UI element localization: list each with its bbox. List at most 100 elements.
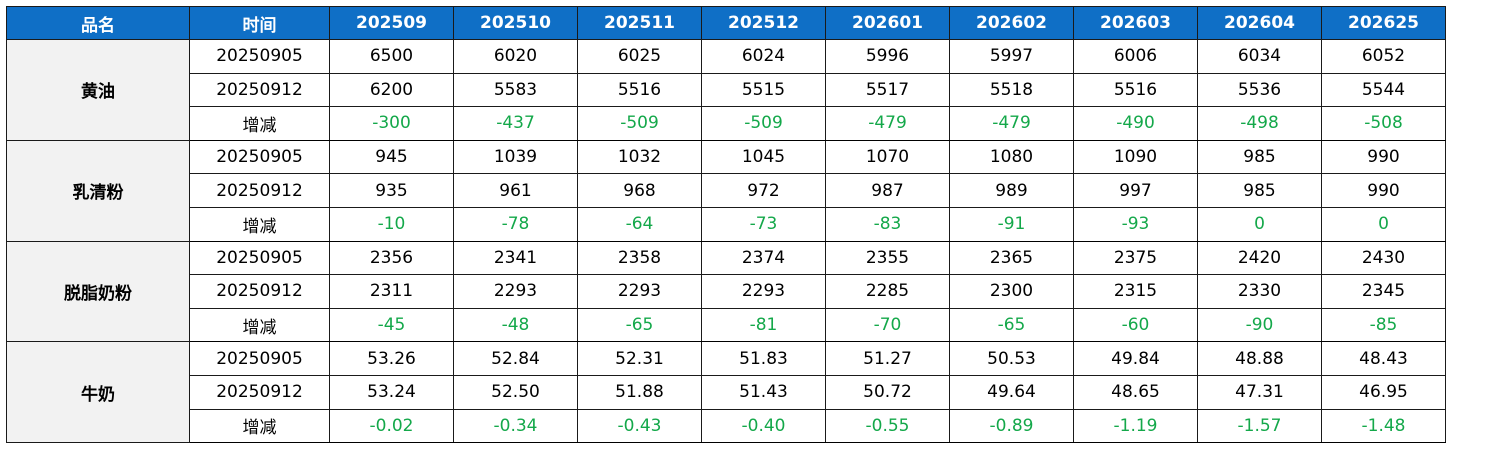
change-value-cell: -1.48 [1321,408,1446,444]
date-cell: 20250912 [189,72,330,108]
product-name: 黄油 [6,39,190,141]
table-row: 脱脂奶粉 20250905 2356 2341 2358 2374 2355 2365 2375… [6,240,1446,343]
change-value-cell: -83 [825,206,950,242]
change-value-cell: -1.19 [1073,408,1198,444]
price-cell: 1080 [949,139,1074,175]
price-cell: 945 [329,139,454,175]
header-row: 品名 时间 202509 202510 202511 202512 202601 202602… [6,6,1446,40]
price-cell: 5544 [1321,72,1446,108]
product-name: 脱脂奶粉 [6,240,190,343]
product-name: 牛奶 [6,341,190,444]
table-row: 20250912 2311 2293 2293 2293 2285 2300 2315 2330… [7,274,1446,309]
price-cell: 1032 [577,139,702,175]
price-cell: 935 [329,173,454,208]
price-cell: 48.65 [1073,374,1198,410]
change-value-cell: -65 [577,307,702,343]
price-cell: 52.84 [453,341,578,376]
date-cell: 20250905 [189,139,330,175]
price-cell: 2358 [577,240,702,276]
price-cell: 51.43 [701,374,826,410]
table-body: 黄油 20250905 6500 6020 6025 6024 5996 5997 6006 60… [6,39,1446,444]
price-cell: 2375 [1073,240,1198,276]
change-value-cell: -0.40 [701,408,826,444]
change-value-cell: 0 [1197,206,1322,242]
table-row: 20250912 53.24 52.50 51.88 51.43 50.72 49.64 48… [7,374,1446,410]
change-value-cell: -81 [701,307,826,343]
price-cell: 52.50 [453,374,578,410]
header-contract-202601: 202601 [825,6,950,40]
date-cell: 20250912 [189,374,330,410]
table-row-change: 增减 -300 -437 -509 -509 -479 -479 -490 -498 -508 [7,106,1446,141]
header-contract-202509: 202509 [329,6,454,40]
price-cell: 47.31 [1197,374,1322,410]
price-cell: 2356 [329,240,454,276]
price-cell: 5518 [949,72,1074,108]
price-cell: 987 [825,173,950,208]
price-cell: 5996 [825,39,950,74]
change-value-cell: -0.02 [329,408,454,444]
change-value-cell: -0.34 [453,408,578,444]
header-contract-202625: 202625 [1321,6,1446,40]
header-contract-202512: 202512 [701,6,826,40]
change-value-cell: -93 [1073,206,1198,242]
price-cell: 49.84 [1073,341,1198,376]
price-cell: 50.72 [825,374,950,410]
change-label: 增减 [189,307,330,343]
price-cell: 2345 [1321,274,1446,309]
price-cell: 51.83 [701,341,826,376]
price-cell: 5516 [577,72,702,108]
price-table: 品名 时间 202509 202510 202511 202512 202601 202602… [6,6,1446,444]
change-value-cell: -85 [1321,307,1446,343]
price-cell: 48.88 [1197,341,1322,376]
change-value-cell: -90 [1197,307,1322,343]
price-cell: 2293 [577,274,702,309]
price-cell: 1070 [825,139,950,175]
header-contract-202511: 202511 [577,6,702,40]
price-cell: 6052 [1321,39,1446,74]
header-contract-202510: 202510 [453,6,578,40]
price-cell: 48.43 [1321,341,1446,376]
table-row: 乳清粉 20250905 945 1039 1032 1045 1070 1080 1090 98… [6,139,1446,242]
change-value-cell: -437 [453,106,578,141]
date-cell: 20250912 [189,274,330,309]
change-value-cell: -64 [577,206,702,242]
price-cell: 2341 [453,240,578,276]
header-product: 品名 [6,6,190,40]
price-cell: 2285 [825,274,950,309]
change-value-cell: 0 [1321,206,1446,242]
table-row: 黄油 20250905 6500 6020 6025 6024 5996 5997 6006 60… [6,39,1446,141]
price-cell: 990 [1321,173,1446,208]
price-cell: 50.53 [949,341,1074,376]
change-value-cell: -65 [949,307,1074,343]
price-cell: 6034 [1197,39,1322,74]
price-cell: 6500 [329,39,454,74]
price-cell: 961 [453,173,578,208]
table-row-change: 增减 -10 -78 -64 -73 -83 -91 -93 0 0 [7,206,1446,242]
price-cell: 997 [1073,173,1198,208]
price-cell: 5517 [825,72,950,108]
price-cell: 6020 [453,39,578,74]
date-cell: 20250905 [189,240,330,276]
change-value-cell: -479 [949,106,1074,141]
price-cell: 990 [1321,139,1446,175]
change-value-cell: -0.43 [577,408,702,444]
price-cell: 1045 [701,139,826,175]
change-value-cell: -10 [329,206,454,242]
change-value-cell: -498 [1197,106,1322,141]
change-value-cell: -70 [825,307,950,343]
date-cell: 20250912 [189,173,330,208]
price-cell: 5536 [1197,72,1322,108]
price-cell: 2311 [329,274,454,309]
price-cell: 2374 [701,240,826,276]
price-cell: 1090 [1073,139,1198,175]
price-cell: 2355 [825,240,950,276]
header-time: 时间 [189,6,330,40]
change-value-cell: -0.55 [825,408,950,444]
price-cell: 6025 [577,39,702,74]
table-row-change: 增减 -45 -48 -65 -81 -70 -65 -60 -90 -85 [7,307,1446,343]
price-cell: 5515 [701,72,826,108]
date-cell: 20250905 [189,341,330,376]
price-cell: 5516 [1073,72,1198,108]
price-cell: 2420 [1197,240,1322,276]
price-cell: 2430 [1321,240,1446,276]
